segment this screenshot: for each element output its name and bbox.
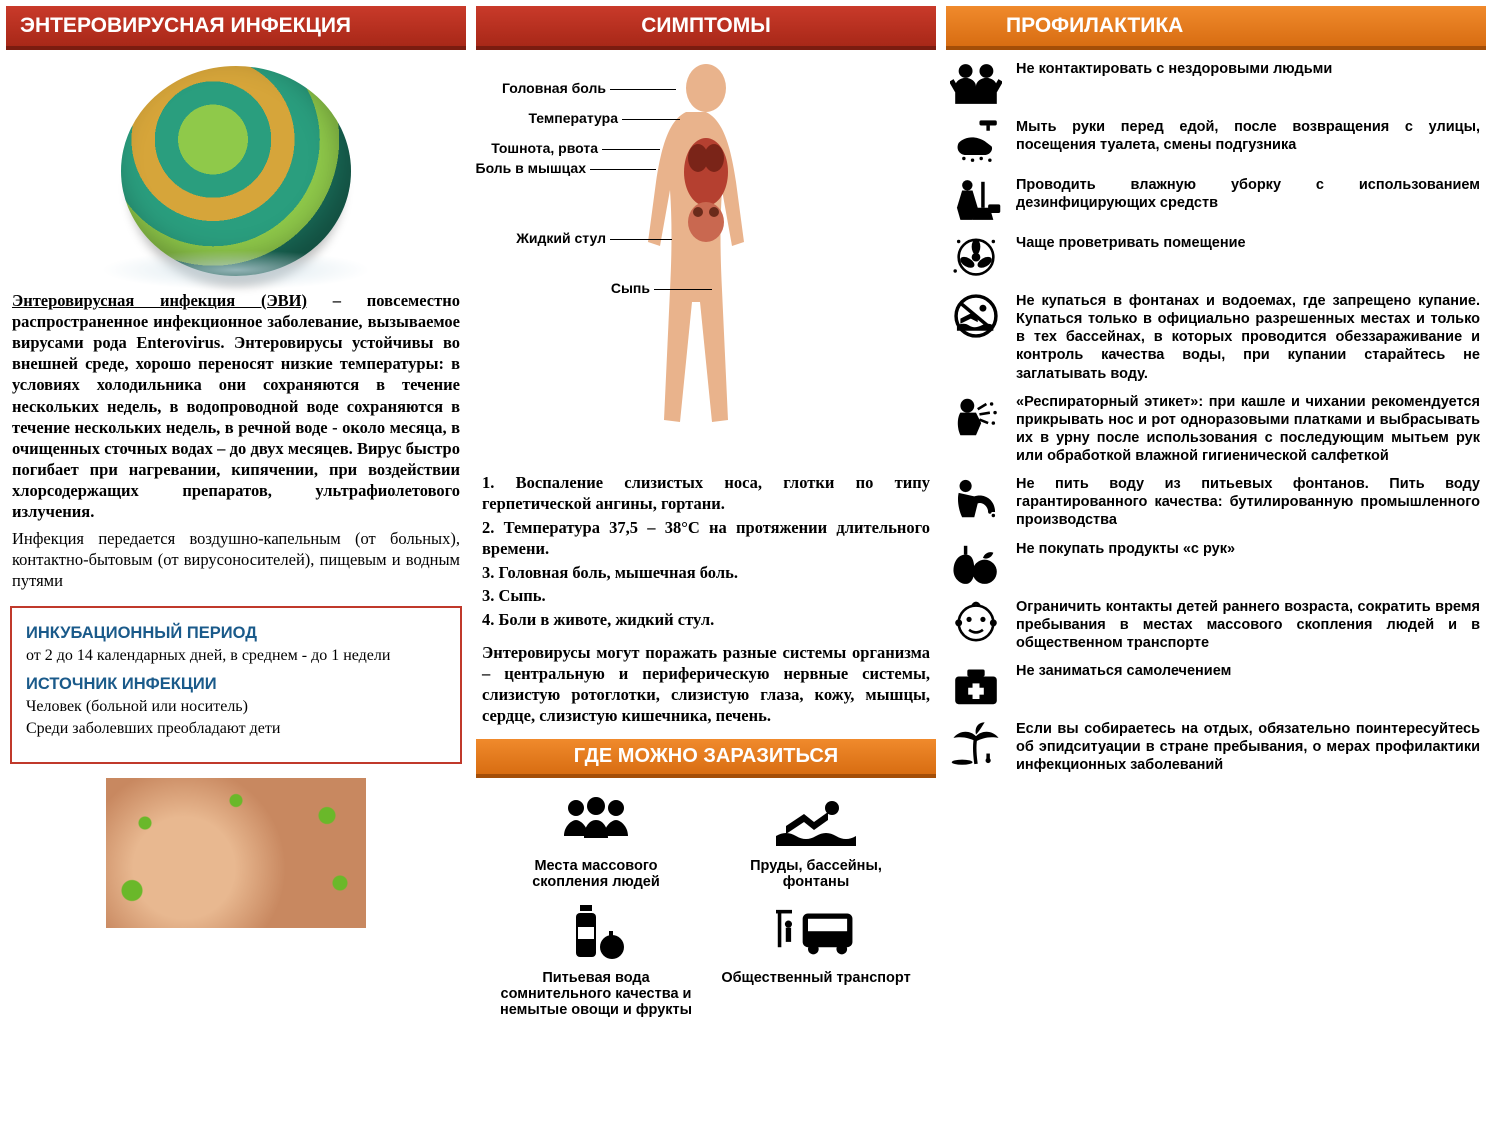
lead-term: Энтеровирусная инфекция (ЭВИ) [12,291,307,310]
symptom-label: Боль в мышцах [476,160,586,176]
box-text-source-b: Среди заболевших преобладают дети [26,720,446,738]
where-grid: Места массового скопления людей Пруды, ба… [476,788,936,1018]
swim-icon [716,788,916,854]
header-prevention: ПРОФИЛАКТИКА [946,6,1486,50]
medkit-icon [948,662,1004,710]
prevention-item: Не пить воду из питьевых фонтанов. Пить … [948,475,1480,529]
two-people-icon [948,60,1004,108]
prevention-item: Не контактировать с нездоровыми людьми [948,60,1480,108]
where-label: Общественный транспорт [716,970,916,986]
symptom-list-item: 1. Воспаление слизистых носа, глотки по … [482,472,930,515]
prevention-item: Ограничить контакты детей раннего возрас… [948,598,1480,652]
column-infection: ЭНТЕРОВИРУСНАЯ ИНФЕКЦИЯ Энтеровирусная и… [6,6,466,1119]
where-item: Пруды, бассейны, фонтаны [716,788,916,890]
header-infection: ЭНТЕРОВИРУСНАЯ ИНФЕКЦИЯ [6,6,466,50]
prevention-item: Если вы собираетесь на отдых, обязательн… [948,720,1480,774]
prevention-text: Если вы собираетесь на отдых, обязательн… [1016,720,1480,774]
prevention-item: Не покупать продукты «с рук» [948,540,1480,588]
prevention-item: Не заниматься самолечением [948,662,1480,710]
bus-icon [716,900,916,966]
symptom-tail: Энтеровирусы могут поражать разные систе… [482,642,930,726]
infection-paragraph-2: Инфекция передается воздушно-капельным (… [12,528,460,591]
prevention-text: Проводить влажную уборку с использование… [1016,176,1480,212]
cleaning-icon [948,176,1004,224]
body-diagram: Головная боль Температура Тошнота, рвота Бо… [476,62,936,462]
prevention-text: «Респираторный этикет»: при кашле и чиха… [1016,393,1480,466]
column-symptoms: СИМПТОМЫ Головная боль Температура Тошнота… [476,6,936,1119]
info-box: ИНКУБАЦИОННЫЙ ПЕРИОД от 2 до 14 календар… [10,606,462,764]
where-item: Места массового скопления людей [496,788,696,890]
symptom-label: Сыпь [611,280,650,296]
box-text-incubation: от 2 до 14 календарных дней, в среднем -… [26,647,446,665]
fruit-icon [948,540,1004,588]
prevention-item: Проводить влажную уборку с использование… [948,176,1480,224]
symptom-label: Температура [528,110,618,126]
prevention-text: Не пить воду из питьевых фонтанов. Пить … [1016,475,1480,529]
nose-virus-image [106,778,366,928]
box-heading-source: ИСТОЧНИК ИНФЕКЦИИ [26,675,446,694]
symptom-leader-line [590,169,656,170]
symptom-list-item: 3. Головная боль, мышечная боль. [482,562,930,583]
symptom-leader-line [602,149,660,150]
fountain-icon [948,475,1004,523]
header-symptoms: СИМПТОМЫ [476,6,936,50]
no-swim-icon [948,292,1004,340]
box-text-source-a: Человек (больной или носитель) [26,698,446,716]
symptom-label: Жидкий стул [516,230,606,246]
infection-paragraph-1: Энтеровирусная инфекция (ЭВИ) – повсемес… [12,290,460,522]
where-label: Питьевая вода сомнительного качества и н… [496,970,696,1018]
symptom-list: 1. Воспаление слизистых носа, глотки по … [482,472,930,632]
symptom-leader-line [610,89,676,90]
where-item: Питьевая вода сомнительного качества и н… [496,900,696,1018]
symptom-leader-line [610,239,672,240]
symptom-list-item: 4. Боли в животе, жидкий стул. [482,609,930,630]
prevention-text: Ограничить контакты детей раннего возрас… [1016,598,1480,652]
prevention-text: Не заниматься самолечением [1016,662,1480,680]
prevention-text: Чаще проветривать помещение [1016,234,1480,252]
symptom-label: Тошнота, рвота [491,140,598,156]
virus-image [121,66,351,276]
symptom-leader-line [654,289,712,290]
palm-icon [948,720,1004,768]
prevention-item: Чаще проветривать помещение [948,234,1480,282]
people-icon [496,788,696,854]
fan-icon [948,234,1004,282]
where-label: Места массового скопления людей [496,858,696,890]
prevention-text: Не купаться в фонтанах и водоемах, где з… [1016,292,1480,383]
prevention-text: Мыть руки перед едой, после возвращения … [1016,118,1480,154]
where-label: Пруды, бассейны, фонтаны [716,858,916,890]
prevention-text: Не контактировать с нездоровыми людьми [1016,60,1480,78]
cough-icon [948,393,1004,441]
subheader-where: ГДЕ МОЖНО ЗАРАЗИТЬСЯ [476,739,936,778]
wash-hands-icon [948,118,1004,166]
box-heading-incubation: ИНКУБАЦИОННЫЙ ПЕРИОД [26,624,446,643]
prevention-list: Не контактировать с нездоровыми людьми Мы… [946,58,1486,774]
symptom-list-item: 2. Температура 37,5 – 38°С на протяжении… [482,517,930,560]
prevention-item: Не купаться в фонтанах и водоемах, где з… [948,292,1480,383]
symptom-list-item: 3. Сыпь. [482,585,930,606]
prevention-item: Мыть руки перед едой, после возвращения … [948,118,1480,166]
human-body-figure [636,62,776,452]
where-item: Общественный транспорт [716,900,916,1018]
symptom-leader-line [622,119,680,120]
baby-icon [948,598,1004,646]
column-prevention: ПРОФИЛАКТИКА Не контактировать с нездоро… [946,6,1486,1119]
prevention-text: Не покупать продукты «с рук» [1016,540,1480,558]
bottle-apple-icon [496,900,696,966]
prevention-item: «Респираторный этикет»: при кашле и чиха… [948,393,1480,466]
symptom-label: Головная боль [502,80,606,96]
